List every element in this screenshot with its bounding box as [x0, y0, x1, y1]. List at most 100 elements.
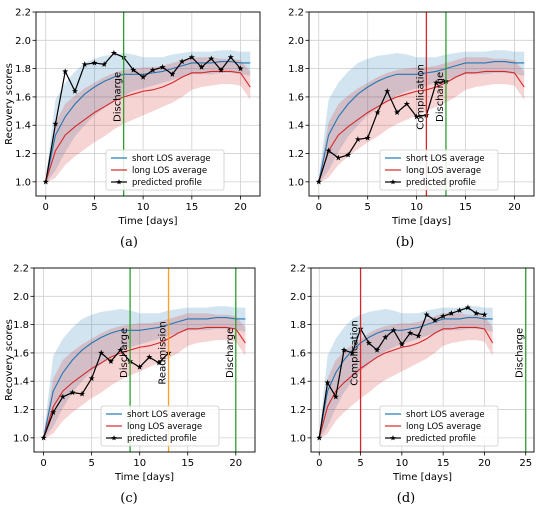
data-point	[340, 346, 348, 353]
data-point	[169, 71, 176, 77]
x-axis-label: Time [days]	[391, 216, 451, 227]
data-point	[155, 359, 162, 366]
legend-marker	[116, 179, 122, 185]
data-point	[188, 54, 195, 60]
data-point	[107, 358, 114, 364]
x-tick-label: 20	[234, 202, 247, 213]
band-short-los-average	[45, 50, 251, 184]
legend-label-predicted-profile: predicted profile	[127, 434, 197, 444]
data-point	[130, 66, 137, 73]
event-label-complication: Complication	[415, 64, 426, 130]
x-tick-label: 20	[478, 458, 491, 469]
data-point	[354, 136, 361, 142]
legend-label-predicted-profile: predicted profile	[406, 434, 476, 444]
data-point	[364, 134, 371, 141]
legend-label-long-los-average: long LOS average	[127, 422, 202, 432]
data-point	[325, 147, 332, 154]
data-point	[415, 332, 422, 339]
data-point	[394, 109, 401, 116]
x-tick-label: 0	[40, 458, 46, 469]
y-tick-label: 1.4	[288, 121, 304, 132]
data-point	[237, 65, 244, 72]
data-point	[448, 310, 455, 316]
y-tick-label: 2.2	[15, 8, 31, 19]
y-tick-label: 1.0	[288, 177, 304, 188]
y-tick-label: 1.2	[15, 149, 31, 160]
panel-caption: (c)	[120, 491, 137, 506]
data-point	[382, 334, 389, 340]
legend-label-short-los-average: short LOS average	[132, 154, 211, 164]
y-tick-label: 1.4	[290, 377, 306, 388]
x-tick-label: 15	[437, 458, 450, 469]
y-tick-label: 2.0	[288, 36, 304, 47]
data-point	[315, 178, 322, 185]
legend-label-predicted-profile: predicted profile	[406, 178, 476, 188]
series-line-short-los-average	[43, 316, 246, 438]
legend-box	[105, 149, 225, 191]
y-tick-label: 1.8	[15, 64, 31, 75]
band-long-los-average	[45, 57, 251, 184]
band-short-los-average	[319, 306, 493, 440]
data-point	[413, 113, 420, 120]
data-point	[473, 310, 480, 316]
y-tick-label: 1.6	[15, 92, 31, 103]
y-tick-label: 1.4	[15, 121, 31, 132]
series-line-short-los-average	[318, 316, 493, 438]
data-point	[81, 61, 88, 67]
data-point	[136, 363, 143, 370]
panel-caption: (a)	[120, 235, 138, 250]
legend-label-predicted-profile: predicted profile	[132, 178, 202, 188]
data-point	[316, 434, 323, 441]
x-tick-label: 0	[316, 458, 322, 469]
y-tick-label: 2.2	[13, 264, 29, 275]
data-point	[349, 349, 356, 356]
series-line-long-los-average	[43, 326, 246, 439]
data-point	[140, 73, 147, 80]
y-tick-label: 2.0	[290, 292, 306, 303]
axes-frame	[33, 267, 256, 453]
y-axis-label: Recovery scores	[4, 63, 15, 145]
x-tick-label: 5	[88, 458, 94, 469]
y-tick-label: 1.0	[15, 177, 31, 188]
legend-marker	[111, 435, 117, 441]
data-point	[101, 61, 108, 67]
x-tick-label: 20	[229, 458, 242, 469]
data-point	[91, 59, 98, 66]
data-point	[335, 154, 342, 161]
x-tick-label: 10	[137, 202, 150, 213]
data-point	[42, 178, 49, 185]
x-tick-label: 20	[508, 202, 521, 213]
y-tick-label: 1.0	[290, 433, 306, 444]
data-point	[345, 151, 352, 158]
x-tick-label: 15	[185, 202, 198, 213]
data-point	[146, 353, 153, 360]
y-tick-label: 1.2	[288, 149, 304, 160]
data-point	[198, 64, 205, 70]
legend: short LOS average long LOS average predict…	[379, 405, 499, 447]
y-axis-label: Recovery scores	[4, 319, 15, 401]
y-tick-label: 1.6	[290, 348, 306, 359]
y-tick-label: 2.0	[15, 36, 31, 47]
data-point	[179, 58, 186, 65]
x-tick-label: 5	[357, 458, 363, 469]
data-point	[117, 346, 124, 353]
data-point	[440, 312, 447, 319]
data-point	[456, 307, 463, 314]
data-point	[50, 409, 57, 415]
event-label-readmission: Readmission	[158, 321, 169, 384]
legend: short LOS average long LOS average predict…	[105, 149, 225, 191]
panel-caption: (d)	[397, 491, 415, 506]
legend-label-long-los-average: long LOS average	[406, 166, 481, 176]
legend-label-short-los-average: short LOS average	[406, 410, 485, 420]
data-point	[332, 393, 339, 400]
x-tick-label: 15	[459, 202, 472, 213]
event-label-discharge: Discharge	[435, 72, 446, 122]
legend-box	[100, 405, 220, 447]
y-tick-label: 1.4	[13, 377, 29, 388]
data-point	[98, 349, 105, 356]
axes-frame	[35, 11, 261, 197]
data-point	[365, 339, 372, 346]
y-tick-label: 1.8	[290, 320, 306, 331]
data-point	[481, 311, 488, 318]
